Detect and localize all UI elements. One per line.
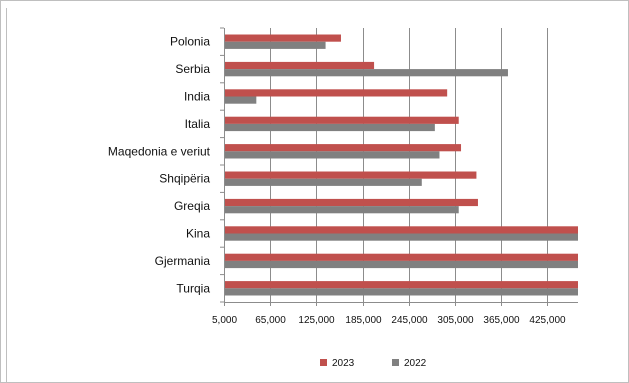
bar-2023-serbia — [225, 61, 375, 70]
category-label: Kina — [186, 227, 210, 241]
bar-2022-shqipëria — [225, 178, 422, 186]
bar-2022-gjermania — [225, 260, 578, 269]
x-tick-label: 305,000 — [437, 315, 474, 326]
bar-2023-maqedonia-e-veriut — [225, 144, 462, 152]
category-label: Turqia — [176, 281, 210, 295]
bar-2023-turqia — [225, 281, 578, 289]
legend-label-2022: 2022 — [404, 358, 427, 369]
bar-2022-kina — [225, 233, 578, 241]
x-tick-label: 365,000 — [483, 315, 520, 326]
bar-2022-serbia — [225, 69, 508, 77]
bar-2022-greqia — [225, 206, 459, 214]
bar-2022-india — [225, 96, 257, 104]
bar-2023-italia — [225, 116, 459, 124]
bar-2022-turqia — [225, 288, 578, 296]
bar-2022-maqedonia-e-veriut — [225, 151, 440, 159]
x-tick-label: 425,000 — [529, 315, 566, 326]
legend-label-2023: 2023 — [332, 358, 355, 369]
category-label: Italia — [185, 117, 211, 131]
bar-2023-polonia — [225, 34, 341, 42]
x-tick-label: 5,000 — [212, 315, 237, 326]
category-label: Maqedonia e veriut — [108, 144, 211, 158]
x-tick-label: 245,000 — [391, 315, 428, 326]
bar-2023-shqipëria — [225, 171, 477, 179]
category-label: Greqia — [174, 199, 210, 213]
bar-2022-polonia — [225, 41, 326, 49]
bar-2023-gjermania — [225, 253, 578, 261]
category-label: Serbia — [175, 62, 210, 76]
x-tick-label: 65,000 — [255, 315, 286, 326]
x-tick-label: 185,000 — [345, 315, 382, 326]
legend-swatch-2022 — [392, 359, 399, 366]
category-label: Shqipëria — [159, 172, 210, 186]
bar-2022-italia — [225, 123, 435, 132]
legend-swatch-2023 — [320, 359, 327, 366]
bar-2023-greqia — [225, 198, 478, 207]
bar-2023-kina — [225, 226, 578, 234]
category-label: Gjermania — [155, 254, 211, 268]
axes: 5,000 65,000 125,000 185,000 245,000 305,000 3… — [108, 27, 578, 326]
bars — [225, 34, 578, 296]
bar-2023-india — [225, 89, 448, 97]
category-label: Polonia — [170, 35, 210, 49]
x-tick-label: 125,000 — [298, 315, 335, 326]
category-label: India — [184, 90, 210, 104]
legend: 2023 2022 — [320, 358, 427, 369]
